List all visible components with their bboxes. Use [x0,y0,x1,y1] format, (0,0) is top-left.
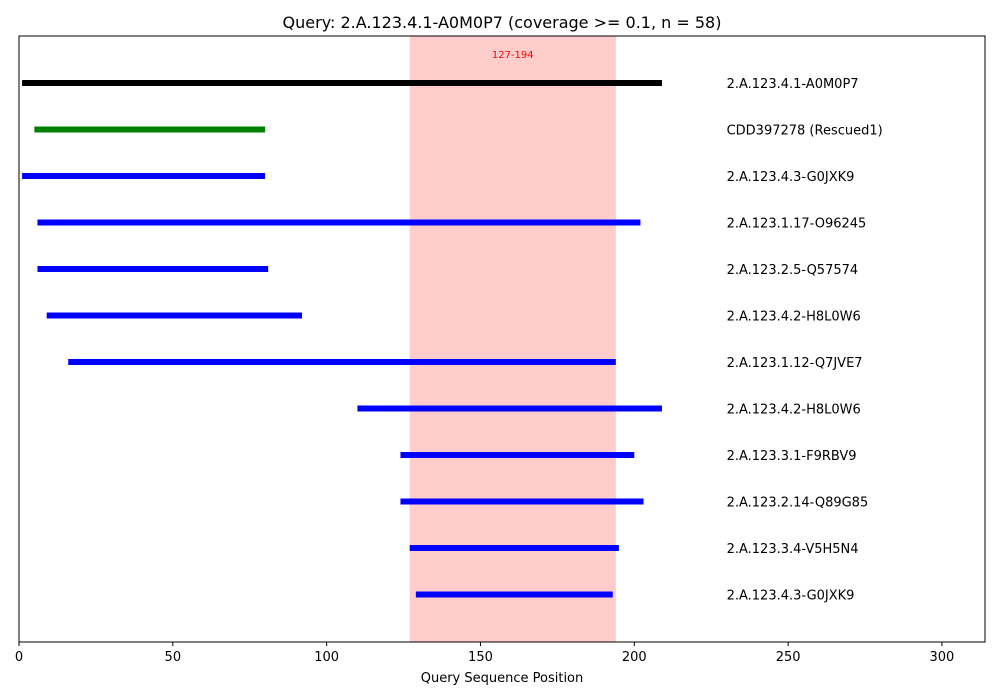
row-label: 2.A.123.2.14-Q89G85 [727,496,869,511]
highlight-region [409,36,616,642]
x-tick-label: 0 [15,650,23,665]
plot-frame [18,35,986,643]
row-label: 2.A.123.3.1-F9RBV9 [727,449,857,464]
x-tick-label: 100 [314,650,339,665]
x-tick-label: 250 [776,650,801,665]
plot-area: 127-194 2.A.123.4.1-A0M0P7 CDD397278 (Resc… [22,36,883,642]
x-tick-label: 200 [622,650,647,665]
row-label: 2.A.123.1.17-O96245 [727,217,867,232]
row-label: CDD397278 (Rescued1) [727,124,883,139]
x-tick-label: 300 [930,650,955,665]
row-label: 2.A.123.4.3-G0JXK9 [727,589,855,604]
chart-title: Query: 2.A.123.4.1-A0M0P7 (coverage >= 0… [283,13,722,32]
row-label: 2.A.123.4.3-G0JXK9 [727,170,855,185]
x-tick-label: 50 [165,650,182,665]
highlight-region-label: 127-194 [492,50,534,61]
row-label: 2.A.123.4.2-H8L0W6 [727,403,861,418]
row-label: 2.A.123.4.2-H8L0W6 [727,310,861,325]
row-label: 2.A.123.2.5-Q57574 [727,263,859,278]
x-tick-label: 150 [468,650,493,665]
x-axis: 0 50 100 150 200 250 300 [15,642,954,665]
row-label: 2.A.123.1.12-Q7JVE7 [727,356,863,371]
row-label: 2.A.123.3.4-V5H5N4 [727,542,859,557]
x-axis-label: Query Sequence Position [421,671,584,686]
row-label: 2.A.123.4.1-A0M0P7 [727,77,859,92]
